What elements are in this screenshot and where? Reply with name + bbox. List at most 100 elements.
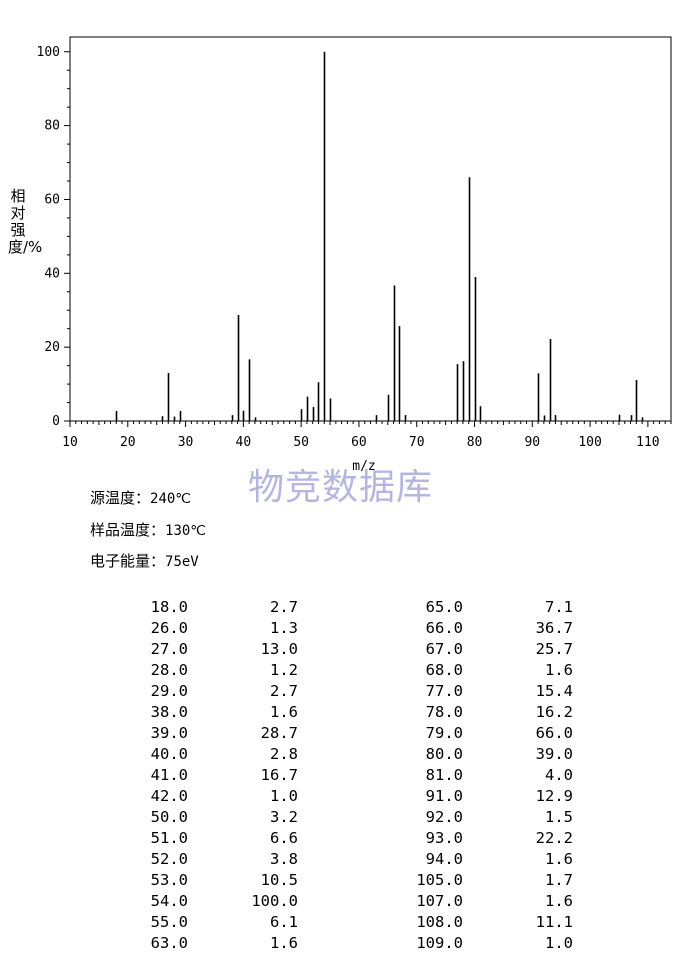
y-tick-label: 80 [44, 119, 60, 134]
mz-cell: 78.0 [425, 702, 463, 721]
intensity-cell: 12.9 [535, 786, 573, 805]
y-axis: 0 20 40 60 80 100 [37, 45, 70, 429]
intensity-cell: 16.2 [535, 702, 573, 721]
intensity-cell: 36.7 [535, 618, 573, 637]
x-tick-label: 20 [120, 435, 136, 450]
mz-cell: 53.0 [150, 870, 188, 889]
table-row: 39.0 28.7 79.0 66.0 [130, 722, 573, 743]
intensity-cell: 10.5 [260, 870, 298, 889]
mz-cell: 79.0 [425, 723, 463, 742]
y-tick-label: 20 [44, 340, 60, 355]
intensity-cell: 6.1 [270, 912, 298, 931]
sample-temperature: 样品温度：130℃ [90, 519, 206, 540]
intensity-cell: 1.6 [545, 660, 573, 679]
x-tick-label: 110 [636, 435, 659, 450]
mz-cell: 41.0 [150, 765, 188, 784]
intensity-cell: 15.4 [535, 681, 573, 700]
mz-cell: 26.0 [150, 618, 188, 637]
plot-frame [69, 36, 672, 422]
intensity-cell: 2.7 [270, 597, 298, 616]
x-tick-label: 80 [467, 435, 483, 450]
source-temperature: 源温度：240℃ [90, 487, 191, 508]
sample-temperature-value: 130℃ [165, 523, 207, 539]
source-temperature-label: 源温度： [90, 489, 151, 507]
mz-cell: 29.0 [150, 681, 188, 700]
watermark: 物竞数据库 [248, 467, 434, 508]
x-tick-label: 90 [524, 435, 540, 450]
peak-table: 18.0 2.7 65.0 7.1 26.0 1.3 66.0 36.7 27.0 13.0 67.… [130, 596, 573, 953]
table-row: 28.0 1.2 68.0 1.6 [130, 659, 573, 680]
intensity-cell: 100.0 [251, 891, 298, 910]
x-tick-label: 70 [409, 435, 425, 450]
peak-bars [115, 51, 644, 421]
table-row: 29.0 2.7 77.0 15.4 [130, 680, 573, 701]
mz-cell: 39.0 [150, 723, 188, 742]
intensity-cell: 16.7 [260, 765, 298, 784]
mz-cell: 18.0 [150, 597, 188, 616]
electron-energy-value: 75eV [165, 554, 199, 570]
mz-cell: 77.0 [425, 681, 463, 700]
electron-energy-label: 电子能量： [90, 552, 166, 570]
intensity-cell: 13.0 [260, 639, 298, 658]
intensity-cell: 25.7 [535, 639, 573, 658]
table-row: 26.0 1.3 66.0 36.7 [130, 617, 573, 638]
y-tick-label: 0 [52, 414, 60, 429]
intensity-cell: 4.0 [545, 765, 573, 784]
table-row: 55.0 6.1 108.0 11.1 [130, 911, 573, 932]
x-axis-label: m/z [352, 459, 375, 474]
x-tick-label: 100 [578, 435, 601, 450]
mz-cell: 38.0 [150, 702, 188, 721]
table-row: 42.0 1.0 91.0 12.9 [130, 785, 573, 806]
intensity-cell: 1.3 [270, 618, 298, 637]
intensity-cell: 1.0 [545, 933, 573, 952]
mz-cell: 50.0 [150, 807, 188, 826]
mz-cell: 52.0 [150, 849, 188, 868]
mz-cell: 91.0 [425, 786, 463, 805]
intensity-cell: 1.6 [270, 933, 298, 952]
intensity-cell: 1.5 [545, 807, 573, 826]
table-row: 38.0 1.6 78.0 16.2 [130, 701, 573, 722]
mz-cell: 81.0 [425, 765, 463, 784]
mz-cell: 107.0 [416, 891, 463, 910]
mz-cell: 63.0 [150, 933, 188, 952]
mz-cell: 94.0 [425, 849, 463, 868]
intensity-cell: 22.2 [535, 828, 573, 847]
mz-cell: 67.0 [425, 639, 463, 658]
table-row: 51.0 6.6 93.0 22.2 [130, 827, 573, 848]
intensity-cell: 2.8 [270, 744, 298, 763]
mz-cell: 108.0 [416, 912, 463, 931]
mz-cell: 65.0 [425, 597, 463, 616]
table-row: 54.0 100.0 107.0 1.6 [130, 890, 573, 911]
sample-temperature-label: 样品温度： [90, 521, 166, 539]
mz-cell: 40.0 [150, 744, 188, 763]
intensity-cell: 66.0 [535, 723, 573, 742]
mz-cell: 80.0 [425, 744, 463, 763]
mz-cell: 66.0 [425, 618, 463, 637]
intensity-cell: 3.8 [270, 849, 298, 868]
table-row: 40.0 2.8 80.0 39.0 [130, 743, 573, 764]
intensity-cell: 7.1 [545, 597, 573, 616]
x-tick-label: 60 [351, 435, 367, 450]
source-temperature-value: 240℃ [150, 491, 192, 507]
table-row: 53.0 10.5 105.0 1.7 [130, 869, 573, 890]
y-axis-label: 相对强度/% [8, 187, 43, 256]
mz-cell: 42.0 [150, 786, 188, 805]
intensity-cell: 1.7 [545, 870, 573, 889]
x-tick-label: 10 [62, 435, 78, 450]
y-tick-label: 100 [37, 45, 60, 60]
table-row: 27.0 13.0 67.0 25.7 [130, 638, 573, 659]
intensity-cell: 28.7 [260, 723, 298, 742]
x-tick-label: 50 [293, 435, 309, 450]
mz-cell: 93.0 [425, 828, 463, 847]
intensity-cell: 2.7 [270, 681, 298, 700]
mz-cell: 109.0 [416, 933, 463, 952]
table-row: 50.0 3.2 92.0 1.5 [130, 806, 573, 827]
electron-energy: 电子能量：75eV [90, 550, 199, 571]
mz-cell: 105.0 [416, 870, 463, 889]
x-axis: 10 20 30 40 50 60 70 80 90 100 110 [62, 421, 672, 450]
table-row: 52.0 3.8 94.0 1.6 [130, 848, 573, 869]
mz-cell: 54.0 [150, 891, 188, 910]
intensity-cell: 11.1 [535, 912, 573, 931]
intensity-cell: 39.0 [535, 744, 573, 763]
table-row: 18.0 2.7 65.0 7.1 [130, 596, 573, 617]
